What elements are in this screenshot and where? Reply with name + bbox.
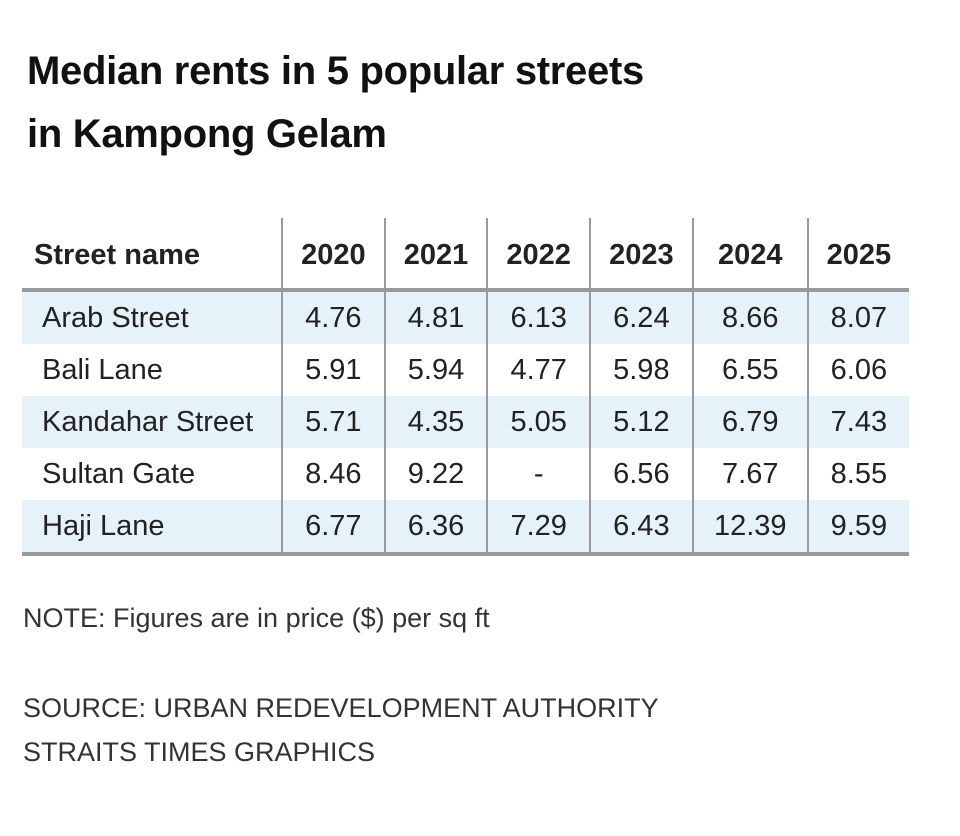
table-row: Sultan Gate 8.46 9.22-6.56 7.67 8.55 [22, 448, 909, 500]
rent-value-cell: - [486, 448, 591, 500]
rent-value-cell: 6.79 [691, 396, 808, 448]
rent-value-cell: 6.36 [383, 500, 488, 556]
rent-value-cell: 6.55 [691, 344, 808, 396]
rent-value-cell: 6.13 [486, 290, 591, 344]
rent-value-cell: 4.35 [383, 396, 488, 448]
rent-value-cell: 6.77 [281, 500, 385, 556]
column-header-year: 2022 [486, 218, 591, 292]
column-header-year: 2025 [806, 218, 909, 292]
rent-value-cell: 9.59 [806, 500, 909, 556]
rent-value-cell: 5.98 [589, 344, 693, 396]
rent-value-cell: 6.06 [806, 344, 909, 396]
column-header-year: 2021 [383, 218, 488, 292]
street-name-cell: Kandahar Street [22, 396, 282, 448]
rent-value-cell: 8.46 [281, 448, 385, 500]
rent-value-cell: 6.24 [589, 290, 693, 344]
chart-title: Median rents in 5 popular streets in Kam… [27, 40, 644, 166]
source-line-1: SOURCE: URBAN REDEVELOPMENT AUTHORITY [23, 693, 659, 723]
title-line-2: in Kampong Gelam [27, 112, 387, 156]
rent-value-cell: 4.77 [486, 344, 591, 396]
rent-value-cell: 9.22 [383, 448, 488, 500]
table-row: Bali Lane 5.91 5.94 4.77 5.98 6.55 6.06 [22, 344, 909, 396]
street-name-cell: Arab Street [22, 290, 282, 344]
rent-value-cell: 5.12 [589, 396, 693, 448]
rent-value-cell: 5.71 [281, 396, 385, 448]
rent-value-cell: 8.07 [806, 290, 909, 344]
source: SOURCE: URBAN REDEVELOPMENT AUTHORITY ST… [23, 686, 659, 774]
column-header-year: 2023 [589, 218, 693, 292]
street-name-cell: Haji Lane [22, 500, 282, 556]
rent-value-cell: 6.43 [589, 500, 693, 556]
rent-value-cell: 4.76 [281, 290, 385, 344]
title-line-1: Median rents in 5 popular streets [27, 49, 644, 93]
column-header-year: 2024 [691, 218, 808, 292]
column-header-year: 2020 [281, 218, 385, 292]
rent-value-cell: 8.55 [806, 448, 909, 500]
rent-value-cell: 7.67 [691, 448, 808, 500]
rent-value-cell: 8.66 [691, 290, 808, 344]
table-row: Kandahar Street 5.71 4.35 5.05 5.12 6.79 7.43 [22, 396, 909, 448]
rent-value-cell: 12.39 [691, 500, 808, 556]
rent-value-cell: 5.91 [281, 344, 385, 396]
street-name-cell: Sultan Gate [42, 457, 196, 490]
header-row: Street name 2020 2021 2022 2023 2024 2025 [22, 218, 909, 292]
rent-value-cell: 5.05 [486, 396, 591, 448]
street-name-cell: Bali Lane [42, 353, 163, 386]
table-row: Haji Lane 6.77 6.36 7.29 6.43 12.39 9.59 [22, 500, 909, 556]
rent-value-cell: 4.81 [383, 290, 488, 344]
rent-value-cell: 7.43 [806, 396, 909, 448]
rent-value-cell: 5.94 [383, 344, 488, 396]
rents-table: Street name 2020 2021 2022 2023 2024 2025 Arab… [22, 218, 909, 556]
rent-value-cell: 7.29 [486, 500, 591, 556]
source-line-2: STRAITS TIMES GRAPHICS [23, 737, 376, 767]
table-row: Arab Street 4.76 4.81 6.13 6.24 8.66 8.07 [22, 290, 909, 344]
column-header-street: Street name [22, 218, 282, 292]
rent-value-cell: 6.56 [589, 448, 693, 500]
note: NOTE: Figures are in price ($) per sq ft [23, 603, 490, 633]
